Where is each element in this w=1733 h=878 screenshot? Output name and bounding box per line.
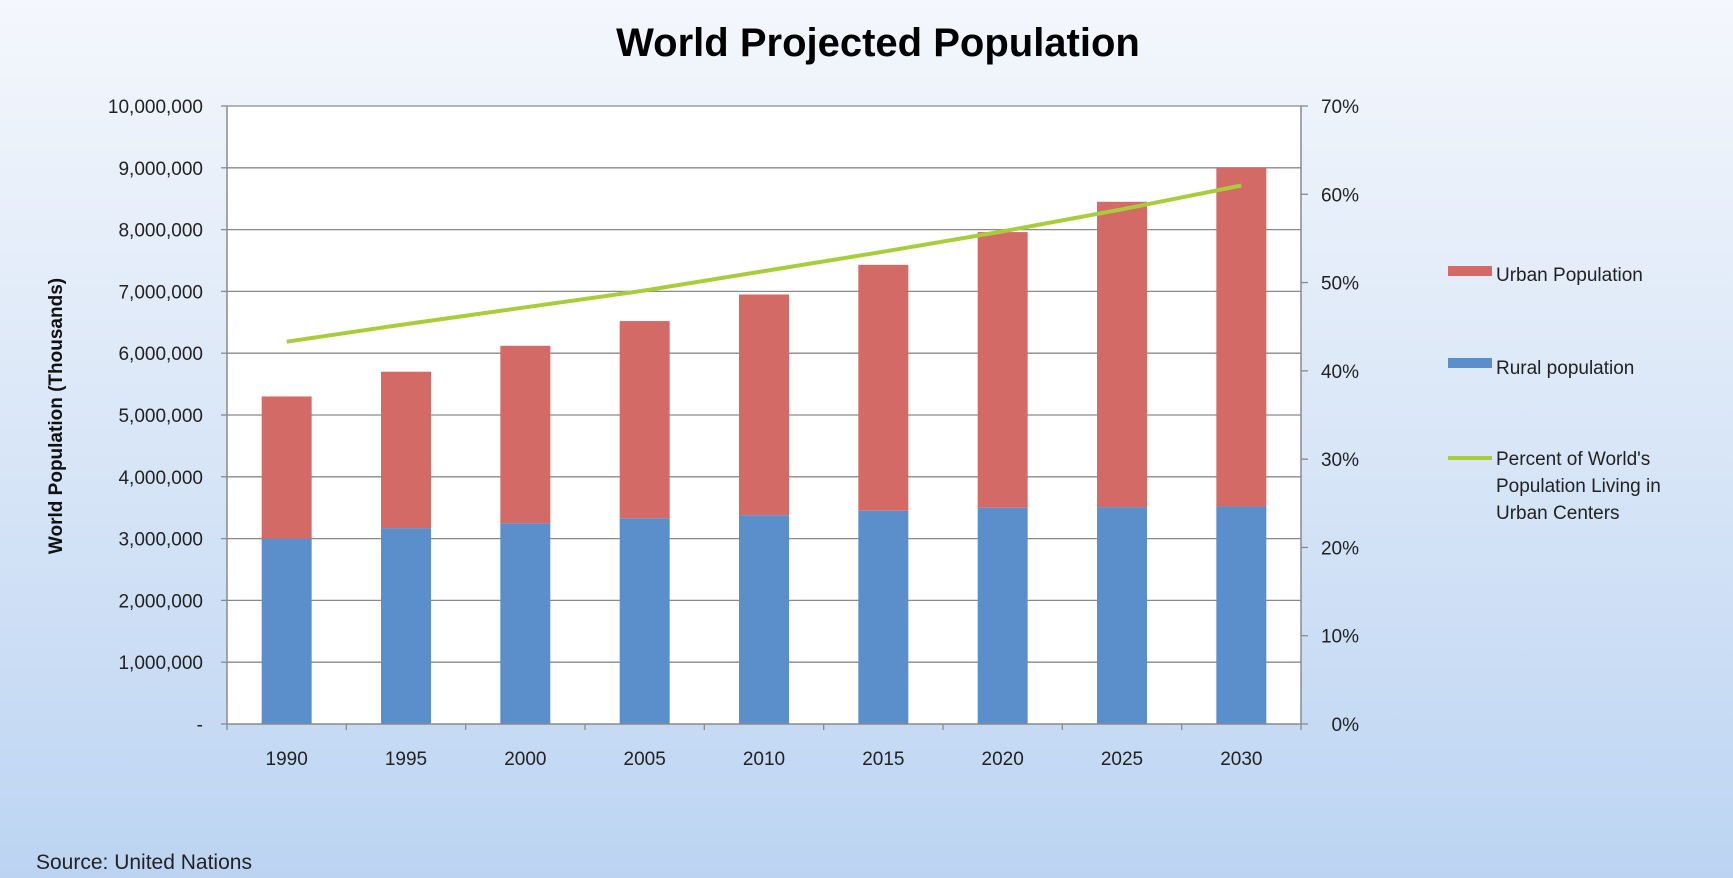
series-line-percent-urban	[286, 183, 1242, 344]
bar-rural-2030	[1216, 506, 1267, 724]
x-tick-label: 2020	[982, 749, 1024, 770]
bar-urban-1990	[261, 396, 312, 539]
bar-urban-2025	[1097, 201, 1147, 508]
y-tick-label: 7,000,000	[118, 282, 203, 303]
legend-swatch-urban	[1448, 266, 1492, 276]
y-tick-label: 4,000,000	[118, 468, 203, 489]
bar-urban-2000	[500, 345, 551, 524]
y-tick-label: 2,000,000	[118, 591, 203, 612]
source-note: Source: United Nations	[36, 851, 252, 874]
bar-rural-2020	[977, 507, 1028, 724]
legend-label-percent-line-3: Urban Centers	[1496, 503, 1620, 524]
legend-label-percent-line-1: Percent of World's	[1496, 449, 1650, 470]
y2-tick-label: 50%	[1321, 274, 1359, 295]
y2-tick-label: 30%	[1321, 450, 1359, 471]
bar-urban-2015	[858, 264, 909, 511]
y2-tick-label: 70%	[1321, 97, 1359, 118]
x-tick-label: 2025	[1101, 749, 1143, 770]
y-tick-label: -	[197, 715, 203, 736]
legend: Urban Population Rural population Percen…	[1448, 265, 1661, 524]
legend-label-rural: Rural population	[1496, 358, 1634, 379]
bar-rural-2005	[619, 518, 670, 724]
x-tick-label: 2005	[624, 749, 666, 770]
y-tick-label: 5,000,000	[118, 406, 203, 427]
y-tick-label: 3,000,000	[118, 530, 203, 551]
y-axis-ticks: - 1,000,000 2,000,000 3,000,000 4,000,000 5,0…	[108, 97, 227, 736]
bar-urban-2005	[619, 321, 670, 519]
bar-rural-2000	[500, 523, 551, 724]
x-tick-label: 2010	[743, 749, 785, 770]
x-tick-label: 1995	[385, 749, 427, 770]
bar-rural-2010	[739, 515, 789, 724]
chart-title: World Projected Population	[616, 21, 1140, 65]
y2-tick-label: 20%	[1321, 538, 1359, 559]
x-tick-label: 2030	[1220, 749, 1262, 770]
bar-urban-2020	[977, 232, 1028, 508]
y-tick-label: 8,000,000	[118, 221, 203, 242]
y2-tick-label: 40%	[1321, 362, 1359, 383]
bar-urban-2010	[739, 294, 789, 516]
y2-tick-label: 60%	[1321, 185, 1359, 206]
y2-tick-label: 0%	[1332, 715, 1360, 736]
x-tick-label: 2015	[862, 749, 904, 770]
y-tick-label: 9,000,000	[118, 159, 203, 180]
bar-urban-1995	[381, 371, 431, 529]
bar-urban-2030	[1216, 167, 1267, 507]
legend-label-percent-line-2: Population Living in	[1496, 476, 1661, 497]
x-axis-ticks: 1990 1995 2000 2005 2010 2015 2020 2025 2030	[226, 724, 1302, 770]
y-tick-label: 10,000,000	[108, 97, 203, 118]
bar-rural-1995	[381, 528, 431, 724]
y2-axis-ticks: 0% 10% 20% 30% 40% 50% 60% 70%	[1301, 97, 1359, 736]
bar-rural-2015	[858, 510, 909, 724]
bar-rural-2025	[1097, 507, 1147, 724]
legend-label-urban: Urban Population	[1496, 265, 1643, 286]
x-tick-label: 2000	[504, 749, 546, 770]
y-axis-label: World Population (Thousands)	[46, 278, 67, 554]
bar-rural-1990	[261, 538, 312, 724]
y2-tick-label: 10%	[1321, 627, 1359, 648]
bars	[261, 167, 1267, 724]
y-tick-label: 1,000,000	[118, 653, 203, 674]
y-tick-label: 6,000,000	[118, 344, 203, 365]
x-tick-label: 1990	[266, 749, 308, 770]
legend-swatch-rural	[1448, 358, 1492, 368]
